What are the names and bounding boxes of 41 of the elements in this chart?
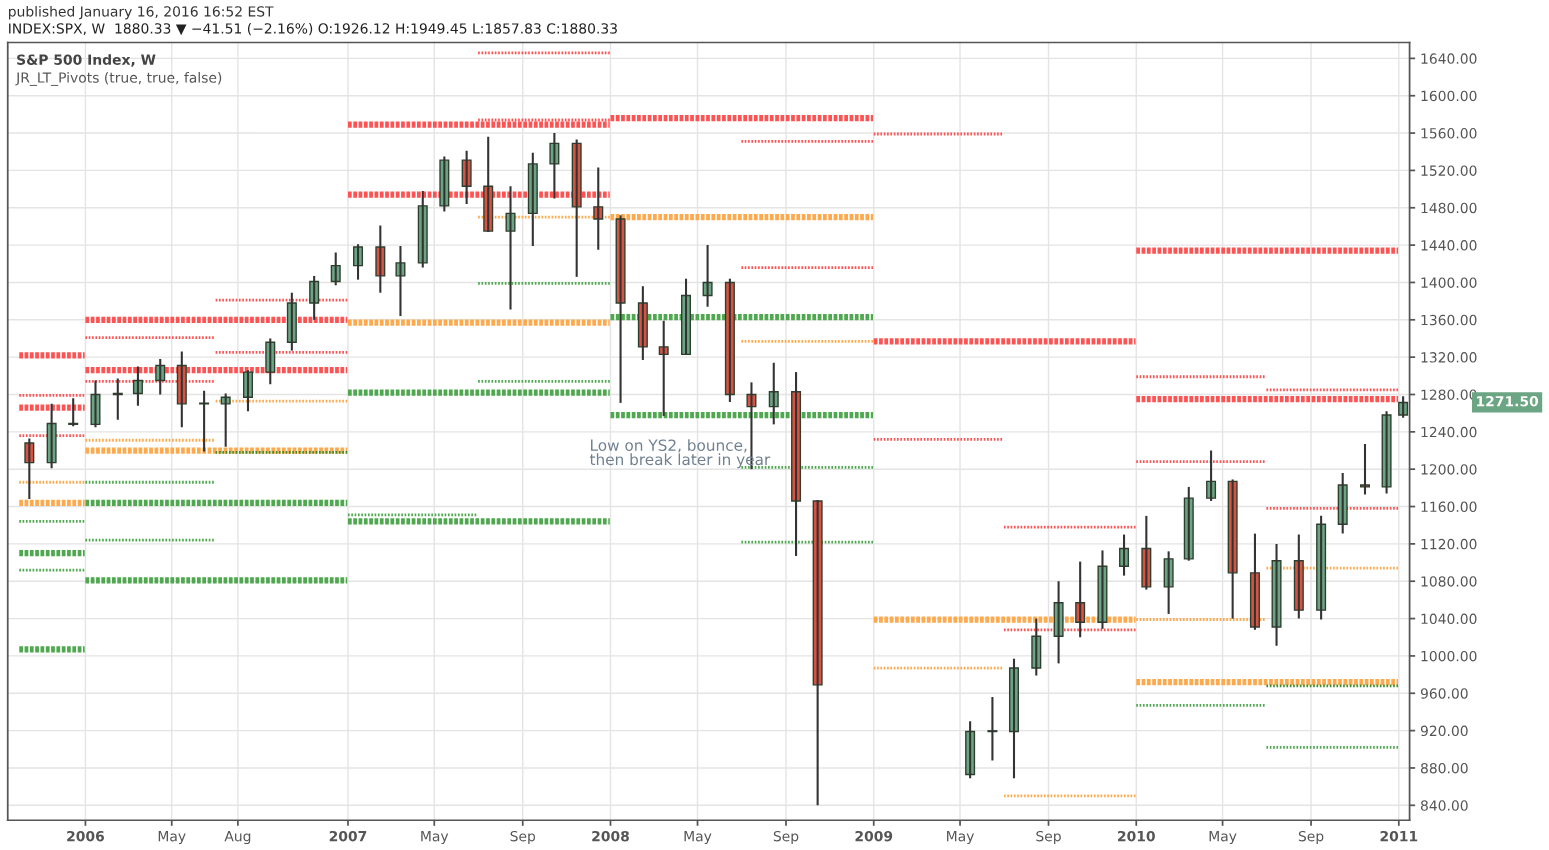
x-tick-label: Sep <box>773 830 799 845</box>
y-tick-label: 1040.00 <box>1421 613 1477 625</box>
x-tick-label: May <box>1209 831 1237 845</box>
x-tick-label: May <box>947 831 974 845</box>
x-tick-label: 2010 <box>1118 830 1155 842</box>
y-tick-label: 1360.00 <box>1421 314 1477 326</box>
x-tick-label: 2009 <box>855 830 893 842</box>
y-tick-label: 840.00 <box>1420 800 1468 811</box>
text: JR_LT_Pivots (true, true, false) <box>15 72 222 86</box>
y-tick-label: 1520.00 <box>1421 165 1477 176</box>
y-tick-label: 920.00 <box>1420 725 1468 737</box>
x-tick-label: May <box>684 831 712 845</box>
x-tick-label: 2007 <box>329 830 367 842</box>
y-tick-label: 1160.00 <box>1421 501 1477 513</box>
y-tick-label: 1240.00 <box>1421 426 1477 438</box>
y-tick-label: 1120.00 <box>1421 538 1477 550</box>
x-tick-label: 2011 <box>1380 830 1418 842</box>
x-tick-label: Sep <box>510 830 536 845</box>
y-tick-label: 1320.00 <box>1421 352 1477 363</box>
text: S&P 500 Index, W <box>17 54 156 67</box>
y-tick-label: 1080.00 <box>1421 576 1477 587</box>
x-tick-label: May <box>421 831 449 845</box>
x-tick-label: Sep <box>1036 830 1061 845</box>
x-tick-label: Aug <box>224 831 251 845</box>
x-tick-label: May <box>158 831 186 845</box>
y-tick-label: 1000.00 <box>1421 650 1477 662</box>
y-tick-label: 1440.00 <box>1421 240 1477 251</box>
y-tick-label: 880.00 <box>1420 762 1468 774</box>
x-tick-label: 2008 <box>592 830 629 842</box>
x-tick-label: Sep <box>1298 830 1324 845</box>
text: published January 16, 2016 16:52 EST <box>9 5 274 20</box>
y-tick-label: 1480.00 <box>1421 202 1477 214</box>
y-tick-label: 1600.00 <box>1421 90 1477 102</box>
y-tick-label: 960.00 <box>1420 688 1468 699</box>
x-tick-label: 2006 <box>67 830 105 842</box>
y-tick-label: 1200.00 <box>1421 464 1477 475</box>
y-tick-label: 1560.00 <box>1421 128 1477 139</box>
text: 1271.50 <box>1477 395 1539 407</box>
text: INDEX:SPX, W 1880.33 ▼ −41.51 (−2.16%) O:1926.12 H:1949.45 L:1857.83 C:1880.33 <box>9 22 617 36</box>
y-tick-label: 1400.00 <box>1421 277 1477 288</box>
y-tick-label: 1640.00 <box>1421 53 1477 64</box>
